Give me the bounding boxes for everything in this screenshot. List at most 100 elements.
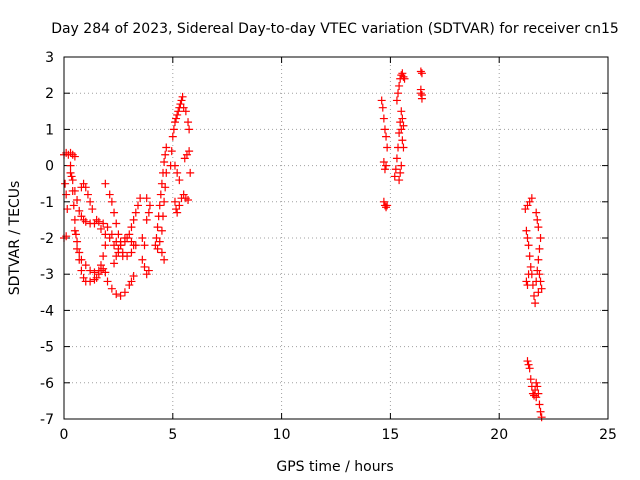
data-point: [96, 224, 105, 233]
data-point: [525, 252, 534, 261]
y-axis-label: SDTVAR / TECUs: [7, 181, 23, 296]
data-point: [86, 197, 95, 206]
data-point: [105, 234, 114, 242]
data-point: [186, 168, 195, 177]
data-point: [99, 264, 108, 273]
data-point: [155, 237, 164, 246]
data-point: [173, 208, 182, 217]
data-point: [101, 179, 110, 188]
x-tick-label: 5: [168, 427, 177, 443]
grid-lines: [64, 57, 608, 419]
data-point: [525, 197, 534, 206]
data-point: [70, 186, 79, 195]
data-point: [153, 244, 162, 253]
x-axis-label: GPS time / hours: [276, 459, 393, 475]
data-point: [533, 266, 542, 275]
data-point: [526, 262, 535, 271]
y-tick-label: 2: [45, 86, 54, 102]
data-point: [526, 375, 535, 384]
data-point: [73, 237, 82, 246]
data-point: [397, 125, 406, 134]
data-point: [131, 208, 140, 217]
data-point: [533, 382, 542, 391]
data-point: [159, 212, 168, 221]
data-point: [99, 252, 108, 261]
data-point: [162, 168, 171, 177]
data-point: [382, 132, 391, 141]
x-tick-label: 15: [381, 427, 399, 443]
data-point: [103, 277, 112, 286]
data-point: [90, 268, 99, 277]
data-point: [535, 400, 544, 409]
data-point: [399, 143, 408, 152]
data-point: [73, 244, 82, 253]
data-point: [62, 190, 71, 199]
data-point: [160, 157, 169, 166]
data-point: [66, 148, 75, 157]
data-point: [70, 215, 79, 224]
data-point: [123, 252, 132, 261]
data-point: [534, 223, 543, 232]
x-tick-label: 0: [60, 427, 69, 443]
data-point: [524, 360, 533, 369]
data-point: [383, 143, 392, 152]
data-point: [174, 107, 183, 116]
data-point: [400, 74, 409, 83]
y-tick-label: -1: [40, 195, 54, 211]
data-point: [66, 161, 75, 170]
data-point: [157, 248, 166, 257]
data-point: [99, 219, 108, 228]
data-point: [416, 85, 425, 94]
data-point: [395, 129, 404, 138]
data-point: [112, 252, 121, 261]
data-point: [175, 176, 184, 185]
data-point: [153, 223, 162, 232]
data-point: [397, 161, 406, 170]
data-point: [170, 161, 179, 170]
data-point: [523, 234, 532, 242]
data-point: [170, 118, 179, 127]
data-point: [140, 262, 149, 271]
data-point: [61, 179, 70, 188]
data-point: [157, 226, 166, 235]
data-point: [416, 67, 425, 76]
data-point: [90, 219, 99, 228]
data-point: [142, 270, 151, 279]
data-point: [523, 281, 532, 290]
data-point: [94, 217, 103, 226]
data-point: [129, 215, 138, 224]
data-point: [127, 277, 136, 286]
data-point: [534, 255, 543, 264]
data-point: [125, 281, 134, 290]
data-point: [94, 266, 103, 275]
data-point: [77, 255, 86, 264]
data-point: [160, 255, 169, 264]
data-point: [112, 290, 121, 299]
data-point: [167, 147, 176, 156]
data-point: [73, 195, 82, 204]
data-point: [79, 215, 88, 224]
chart-title: Day 284 of 2023, Sidereal Day-to-day VTE…: [51, 21, 619, 37]
data-point: [169, 125, 178, 134]
data-point: [110, 208, 119, 217]
data-point: [377, 96, 386, 105]
data-point: [63, 205, 72, 214]
data-point: [105, 190, 114, 199]
x-tick-label: 10: [273, 427, 291, 443]
data-point: [101, 241, 110, 250]
data-point: [160, 197, 169, 206]
data-point: [179, 190, 188, 199]
data-point: [417, 94, 426, 103]
data-point: [181, 194, 190, 203]
data-point: [101, 230, 110, 239]
data-point: [71, 230, 80, 239]
data-point: [530, 391, 539, 400]
data-point: [397, 107, 406, 116]
data-point: [523, 357, 532, 366]
y-tick-label: -2: [40, 231, 54, 247]
data-point: [66, 168, 75, 177]
data-point: [522, 277, 531, 286]
data-point: [536, 234, 545, 242]
data-point: [77, 266, 86, 275]
data-point: [531, 299, 540, 308]
